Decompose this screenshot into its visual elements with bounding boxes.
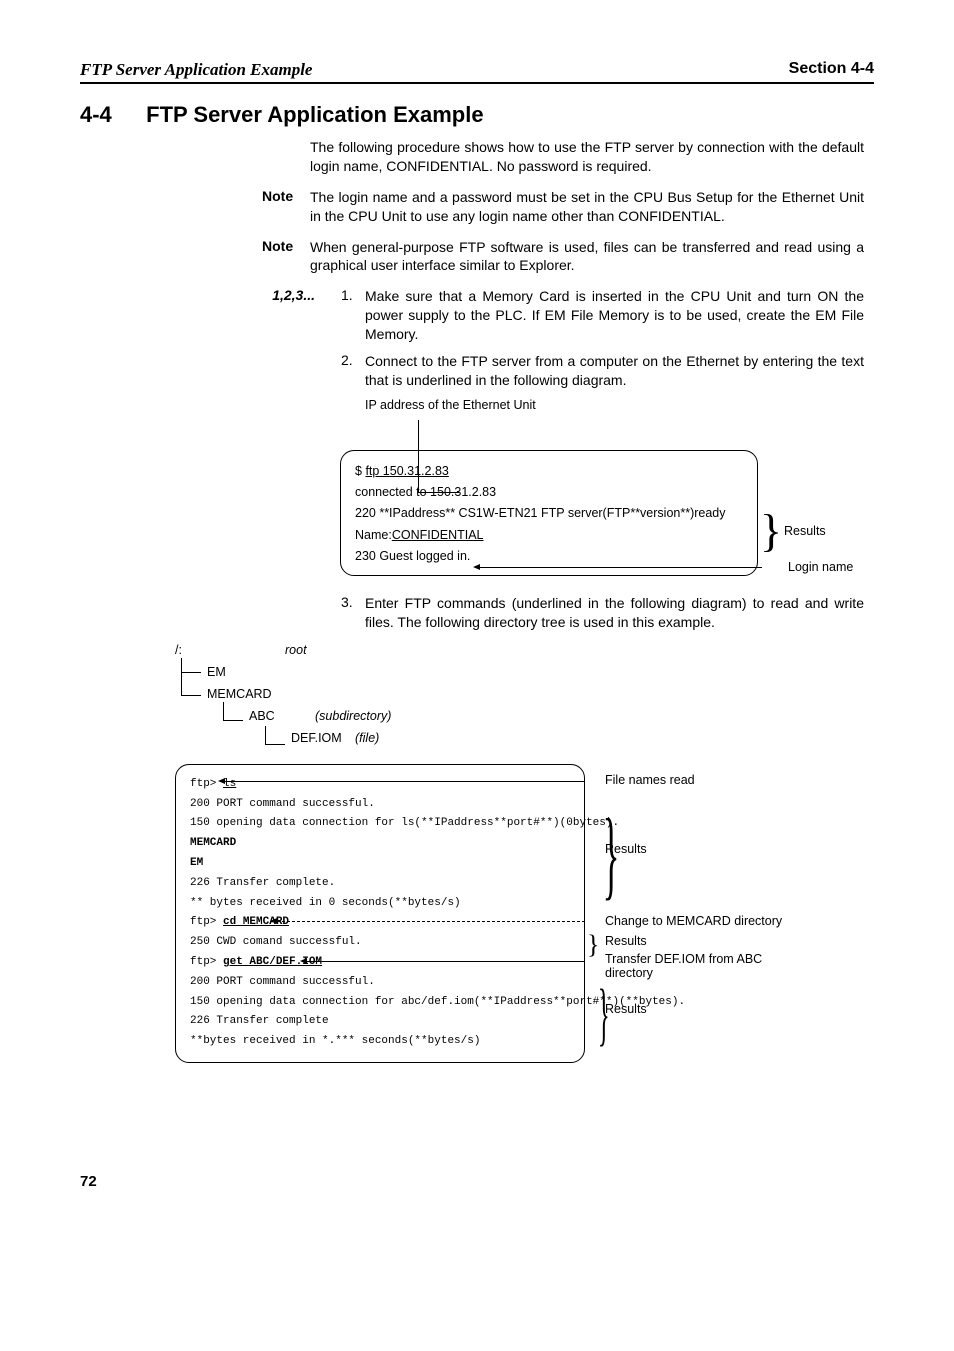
- annot-results: Results: [605, 1002, 647, 1016]
- note-2: Note When general-purpose FTP software i…: [80, 238, 874, 276]
- title-text: FTP Server Application Example: [146, 102, 483, 127]
- tree-root-note: root: [285, 640, 307, 661]
- diagram2: ftp> ls 200 PORT command successful. 150…: [175, 764, 874, 1063]
- annot-xfer: Transfer DEF.IOM from ABC directory: [605, 952, 775, 980]
- brace-icon: }: [587, 932, 599, 958]
- step-num: 3.: [341, 594, 365, 632]
- tree-node: EM: [207, 662, 226, 683]
- tree-node-note: (file): [355, 728, 379, 749]
- term-line: 220 **IPaddress** CS1W-ETN21 FTP server(…: [355, 503, 743, 524]
- brace-icon: }: [760, 508, 782, 554]
- steps-label: 1,2,3...: [245, 287, 341, 344]
- annot-line: [480, 567, 762, 568]
- header-left: FTP Server Application Example: [80, 60, 312, 80]
- diagram1: $ ftp 150.31.2.83 connected to 150.31.2.…: [340, 450, 874, 576]
- arrowhead-icon: [473, 564, 480, 570]
- note-1: Note The login name and a password must …: [80, 188, 874, 226]
- term-line: EM: [190, 857, 203, 869]
- step-num: 2.: [341, 352, 365, 390]
- terminal-box-1: $ ftp 150.31.2.83 connected to 150.31.2.…: [340, 450, 758, 576]
- step-2: 2. Connect to the FTP server from a comp…: [80, 352, 874, 390]
- header-right: Section 4-4: [789, 60, 874, 80]
- term-line: 226 Transfer complete: [190, 1015, 329, 1027]
- tree-node: DEF.IOM: [291, 728, 342, 749]
- step-body: Enter FTP commands (underlined in the fo…: [365, 594, 864, 632]
- diagram1-caption: IP address of the Ethernet Unit: [365, 398, 874, 412]
- arrowhead-icon: [218, 778, 225, 784]
- term-line: MEMCARD: [190, 837, 236, 849]
- tree-node: ABC: [249, 706, 275, 727]
- term-line: ** bytes received in 0 seconds(**bytes/s…: [190, 897, 461, 909]
- term-line: 226 Transfer complete.: [190, 877, 335, 889]
- page-header: FTP Server Application Example Section 4…: [80, 60, 874, 84]
- ftp-command: ftp 150.31.2.83: [365, 464, 448, 478]
- arrowhead-icon: [270, 918, 277, 924]
- annot-filenames: File names read: [605, 773, 695, 787]
- annot-line: [225, 781, 585, 782]
- login-name: CONFIDENTIAL: [392, 528, 484, 542]
- ftp-cd-cmd: cd MEMCARD: [223, 916, 289, 928]
- page-number: 72: [80, 1173, 874, 1190]
- step-1: 1,2,3... 1. Make sure that a Memory Card…: [80, 287, 874, 344]
- step-body: Make sure that a Memory Card is inserted…: [365, 287, 864, 344]
- term-line: connected to 150.31.2.83: [355, 482, 743, 503]
- term-line: 230 Guest logged in.: [355, 546, 743, 567]
- ftp-get-cmd: get ABC/DEF.IOM: [223, 956, 322, 968]
- terminal-box-2: ftp> ls 200 PORT command successful. 150…: [175, 764, 585, 1063]
- note-label: Note: [262, 188, 310, 226]
- intro-paragraph: The following procedure shows how to use…: [310, 138, 864, 176]
- annot-cd: Change to MEMCARD directory: [605, 914, 782, 928]
- tree-node: MEMCARD: [207, 684, 272, 705]
- step-num: 1.: [341, 287, 365, 344]
- directory-tree: /: root EM MEMCARD ABC (subdirectory) DE…: [175, 640, 874, 750]
- note-label: Note: [262, 238, 310, 276]
- annot-results: Results: [605, 934, 647, 948]
- term-line: 200 PORT command successful.: [190, 976, 375, 988]
- step-body: Connect to the FTP server from a compute…: [365, 352, 864, 390]
- step-3: 3. Enter FTP commands (underlined in the…: [80, 594, 874, 632]
- section-title: 4-4 FTP Server Application Example: [80, 102, 874, 128]
- term-line: $ ftp 150.31.2.83: [355, 461, 743, 482]
- term-line: 150 opening data connection for ls(**IPa…: [190, 817, 619, 829]
- term-line: 200 PORT command successful.: [190, 798, 375, 810]
- tree-node-note: (subdirectory): [315, 706, 391, 727]
- note-body: The login name and a password must be se…: [310, 188, 864, 226]
- note-body: When general-purpose FTP software is use…: [310, 238, 864, 276]
- title-num: 4-4: [80, 102, 140, 128]
- annot-results: Results: [784, 524, 826, 538]
- annot-line: [277, 921, 585, 922]
- annot-line: [307, 961, 585, 962]
- term-line: **bytes received in *.*** seconds(**byte…: [190, 1035, 480, 1047]
- annot-results: Results: [605, 842, 647, 856]
- term-line: 250 CWD comand successful.: [190, 936, 362, 948]
- annot-login: Login name: [788, 560, 853, 574]
- arrowhead-icon: [300, 958, 307, 964]
- term-line: Name:CONFIDENTIAL: [355, 525, 743, 546]
